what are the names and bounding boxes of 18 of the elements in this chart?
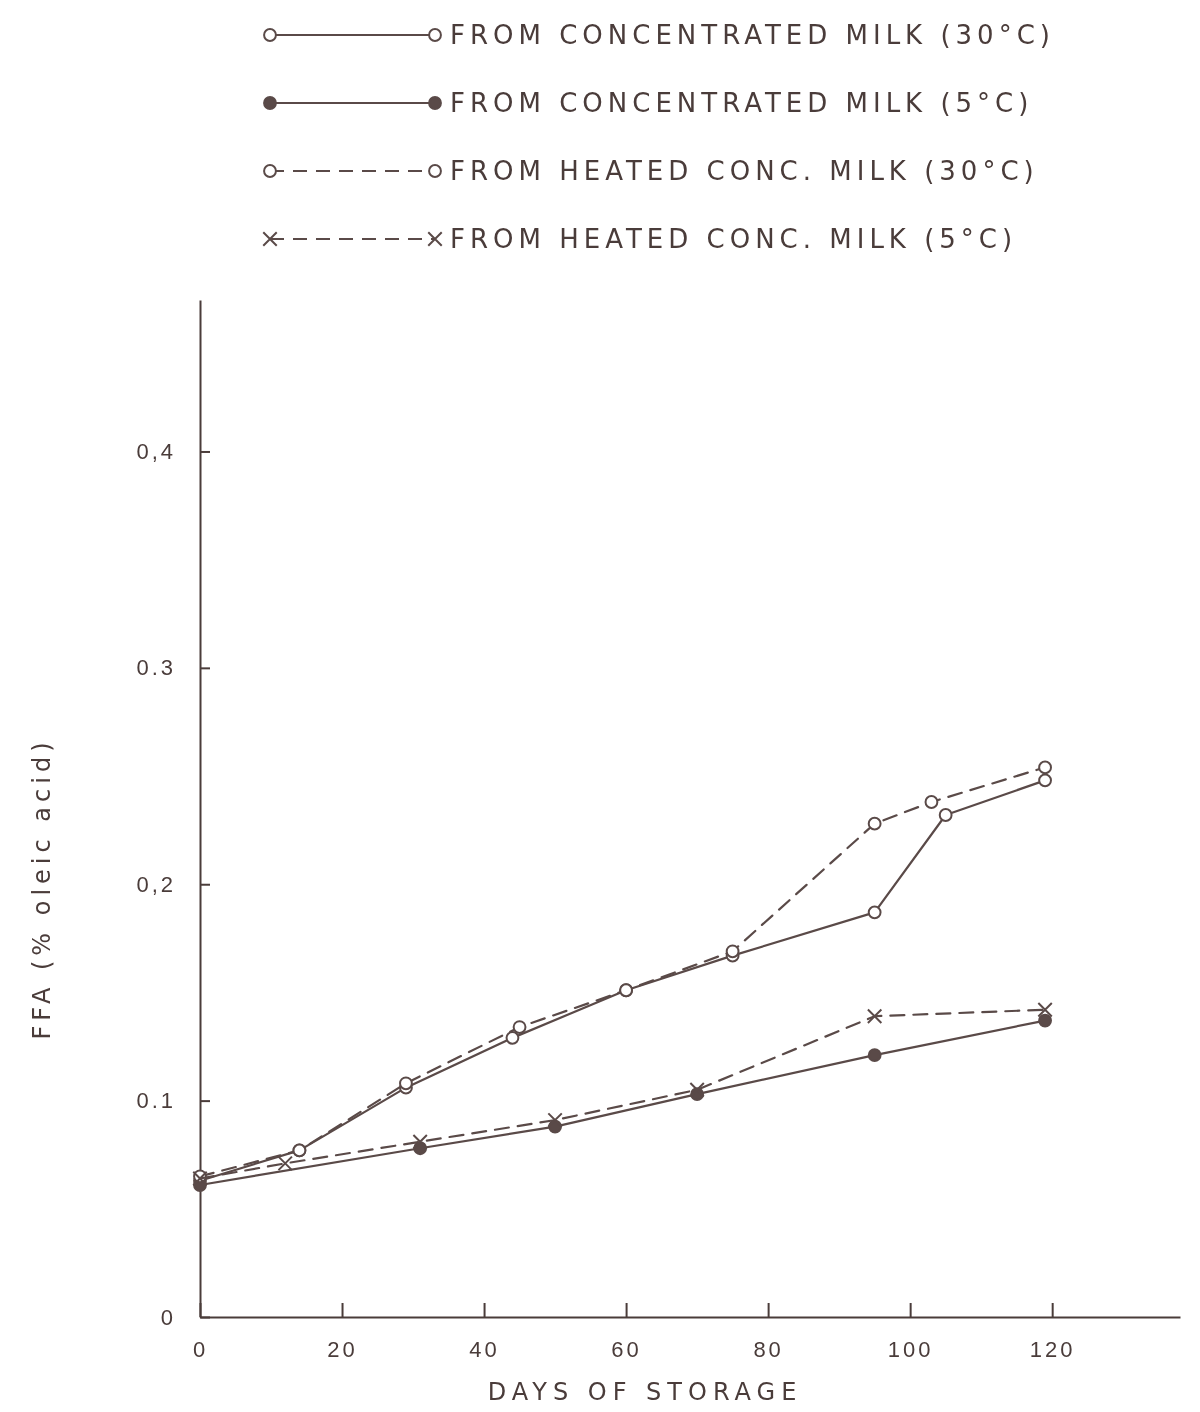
y-tick-label: 0,4 [136, 439, 176, 465]
legend-label: FROM CONCENTRATED MILK (30°C) [450, 20, 1055, 50]
y-tick-label: 0.1 [136, 1088, 176, 1114]
y-tick-label: 0.3 [136, 655, 176, 681]
x-axis-title: DAYS OF STORAGE [487, 1378, 803, 1406]
y-tick-label: 0,2 [136, 871, 176, 897]
x-tick-label: 0 [192, 1336, 209, 1362]
x-tick-label: 80 [753, 1336, 784, 1362]
x-tick-label: 100 [887, 1336, 934, 1362]
x-tick-label: 20 [327, 1336, 358, 1362]
y-tick-label: 0 [160, 1304, 176, 1330]
x-tick-label: 120 [1029, 1336, 1076, 1362]
y-axis-title: FFA (% oleic acid) [28, 737, 56, 1040]
legend-label: FROM CONCENTRATED MILK (5°C) [450, 88, 1034, 118]
legend-label: FROM HEATED CONC. MILK (30°C) [450, 156, 1039, 186]
x-tick-label: 60 [611, 1336, 642, 1362]
x-tick-label: 40 [469, 1336, 500, 1362]
legend-label: FROM HEATED CONC. MILK (5°C) [450, 224, 1018, 254]
